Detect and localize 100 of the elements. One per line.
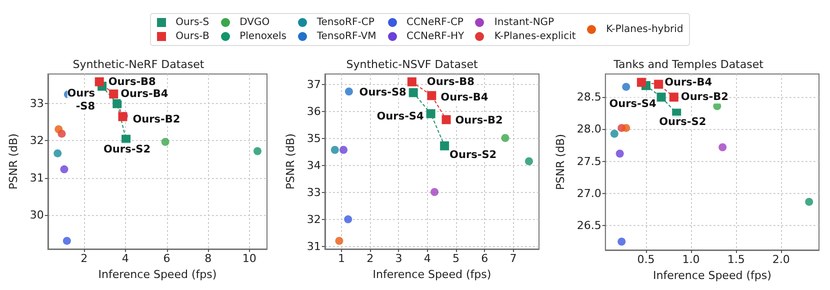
legend-label: DVGO	[240, 17, 270, 28]
x-tick-label: 0.5	[637, 253, 655, 266]
point	[330, 146, 339, 154]
point	[54, 149, 62, 158]
legend-label: Ours-S	[176, 17, 210, 28]
x-tick-label: 10	[242, 252, 256, 265]
y-axis-title: PSNR (dB)	[7, 133, 20, 190]
annotation: Ours-S2	[659, 116, 706, 128]
point	[427, 91, 436, 100]
point	[618, 238, 626, 246]
y-tick-label: 30	[30, 208, 44, 222]
y-tick-label: 26.5	[576, 219, 602, 232]
x-axis-title: Inference Speed (fps)	[372, 268, 492, 281]
y-axis-title: PSNR (dB)	[284, 133, 297, 190]
point	[610, 130, 618, 138]
point	[718, 143, 727, 152]
annotation: Ours-B8	[426, 76, 474, 88]
annotation: Ours-S8	[359, 86, 406, 99]
point	[161, 138, 170, 146]
legend-label: K-Planes-hybrid	[606, 24, 684, 35]
point	[60, 165, 68, 174]
point	[636, 78, 646, 87]
legend-label: Plenoxels	[240, 31, 286, 42]
point	[805, 198, 814, 206]
x-tick-label: 1.5	[727, 253, 745, 266]
y-tick-label: 28.5	[576, 90, 602, 104]
chart-title: Synthetic-NeRF Dataset	[72, 58, 205, 71]
x-tick-label: 2.0	[772, 253, 790, 266]
point	[669, 92, 678, 102]
annotation: Ours-B2	[455, 114, 503, 127]
point	[622, 82, 630, 91]
point	[94, 77, 104, 86]
annotation: Ours-B4	[440, 92, 488, 104]
point	[616, 150, 624, 158]
y-tick-label: 32	[30, 134, 44, 148]
y-tick-label: 35	[306, 132, 321, 145]
annotation: Ours-S4	[376, 110, 424, 123]
point	[622, 124, 630, 132]
x-tick-label: 2	[366, 252, 374, 265]
x-tick-label: 4	[424, 252, 431, 265]
y-axis-title: PSNR (dB)	[554, 134, 567, 190]
point	[109, 90, 118, 99]
x-tick-label: 4	[122, 252, 129, 265]
annotation: Ours-B4	[664, 76, 712, 88]
point	[254, 147, 262, 156]
x-tick-label: 1	[338, 252, 345, 265]
point	[426, 109, 436, 118]
point	[656, 92, 666, 102]
point	[344, 215, 352, 224]
point	[335, 236, 344, 245]
x-tick-label: 5	[452, 252, 460, 265]
point	[654, 80, 664, 89]
point	[524, 157, 533, 166]
annotation: Ours-B2	[680, 91, 728, 104]
chart-title: Synthetic-NSVF Dataset	[346, 58, 478, 71]
legend-label: TensoRF-VM	[316, 31, 376, 42]
y-tick-label: 27.5	[576, 154, 602, 168]
x-tick-label: 7	[510, 252, 517, 265]
annotation: Ours-S2	[450, 148, 497, 161]
x-tick-label: 3	[395, 252, 402, 265]
point	[442, 115, 451, 124]
annotation: Ours-S2	[104, 143, 151, 156]
y-tick-label: 34	[306, 158, 321, 172]
legend-label: K-Planes-explicit	[494, 31, 576, 42]
point	[112, 99, 122, 108]
annotation: Ours-B4	[120, 88, 168, 100]
y-tick-label: 33	[30, 97, 44, 110]
annotation: Ours -S8	[67, 88, 96, 113]
annotation: Ours-S4	[609, 98, 656, 110]
legend-label: CCNeRF-CP	[406, 17, 464, 28]
y-tick-label: 27.0	[576, 186, 602, 200]
x-tick-label: 6	[163, 252, 170, 265]
legend-label: Ours-B	[176, 31, 210, 42]
point	[340, 146, 348, 154]
y-tick-label: 33	[306, 186, 321, 199]
x-tick-label: 8	[204, 252, 212, 265]
y-tick-label: 36	[306, 104, 321, 118]
x-tick-label: 2	[80, 252, 88, 265]
point	[344, 88, 353, 96]
chart-title: Tanks and Temples Dataset	[612, 58, 764, 71]
y-tick-label: 32	[306, 212, 321, 226]
y-tick-label: 31	[306, 240, 321, 253]
y-tick-label: 37	[306, 78, 321, 91]
point	[430, 188, 439, 196]
legend-label: CCNeRF-HY	[406, 31, 464, 42]
point	[62, 236, 71, 245]
point	[408, 88, 418, 98]
y-tick-label: 31	[30, 171, 44, 184]
point	[54, 125, 63, 134]
point	[407, 77, 416, 86]
x-tick-label: 6	[481, 252, 488, 265]
x-axis-title: Inference Speed (fps)	[98, 268, 217, 281]
point	[440, 141, 450, 150]
legend-label: Instant-NGP	[494, 17, 554, 28]
annotation: Ours-B8	[108, 76, 156, 88]
y-tick-label: 28.0	[576, 122, 602, 136]
x-axis-title: Inference Speed (fps)	[653, 269, 772, 282]
point	[501, 134, 510, 142]
legend-label: TensoRF-CP	[316, 17, 374, 28]
annotation: Ours-B2	[132, 114, 180, 126]
